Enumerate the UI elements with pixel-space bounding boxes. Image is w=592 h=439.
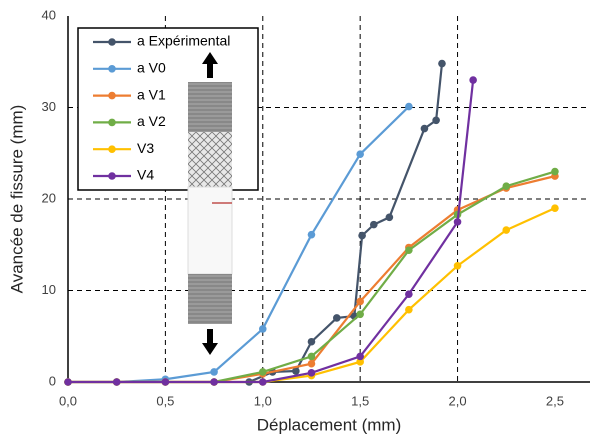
data-point <box>432 116 440 125</box>
data-point <box>356 352 364 361</box>
data-point <box>356 310 364 319</box>
legend-label: V3 <box>137 140 154 156</box>
legend-marker <box>108 91 116 100</box>
series-line <box>68 170 556 384</box>
legend-marker <box>108 145 116 153</box>
data-point <box>502 226 511 234</box>
y-tick-label: 10 <box>42 282 56 297</box>
legend-marker <box>108 172 116 180</box>
data-point <box>307 359 316 368</box>
y-axis-title: Avancée de fissure (mm) <box>7 105 26 294</box>
data-point <box>332 314 341 322</box>
x-tick-label: 1,0 <box>254 393 272 408</box>
data-point <box>161 378 170 386</box>
data-point <box>385 213 394 222</box>
legend-label: V4 <box>137 167 154 183</box>
y-tick-label: 40 <box>42 7 56 22</box>
specimen-illustration <box>187 52 233 355</box>
series-line <box>68 175 556 384</box>
data-point <box>551 204 559 212</box>
legend-marker <box>108 118 116 127</box>
x-tick-label: 2,0 <box>449 393 467 408</box>
legend-label: a V1 <box>137 86 166 102</box>
y-tick-label: 20 <box>42 190 56 205</box>
data-point <box>258 368 267 376</box>
series-line <box>248 63 444 384</box>
data-point <box>358 231 366 240</box>
legend-label: a Expérimental <box>137 33 230 49</box>
data-point <box>210 368 218 376</box>
data-point <box>453 218 462 226</box>
data-point <box>258 378 267 386</box>
data-point <box>307 337 316 346</box>
legend-label: a V0 <box>137 60 166 76</box>
data-point <box>469 76 477 84</box>
series-line <box>68 79 475 384</box>
data-point <box>258 325 267 333</box>
data-point <box>210 378 218 386</box>
x-tick-label: 0,0 <box>59 393 77 408</box>
y-tick-label: 0 <box>49 373 56 388</box>
data-point <box>356 297 364 306</box>
x-tick-label: 2,5 <box>546 393 564 408</box>
data-point <box>502 182 511 190</box>
data-point <box>307 230 316 239</box>
data-point <box>356 358 364 366</box>
data-point <box>405 305 413 314</box>
x-tick-label: 0,5 <box>156 393 174 408</box>
data-point <box>307 369 316 377</box>
y-tick-label: 30 <box>42 99 56 114</box>
data-point <box>369 220 378 229</box>
legend-label: a V2 <box>137 113 166 129</box>
x-tick-label: 1,5 <box>351 393 369 408</box>
data-point <box>438 59 446 68</box>
data-point <box>292 367 300 375</box>
data-point <box>405 102 413 111</box>
data-point <box>64 378 72 386</box>
data-point <box>307 352 316 361</box>
data-point <box>356 150 364 158</box>
data-point <box>405 290 413 298</box>
data-point <box>405 246 413 255</box>
data-point <box>551 167 559 176</box>
legend-marker <box>108 38 116 46</box>
legend-marker <box>108 65 116 73</box>
x-axis-title: Déplacement (mm) <box>257 415 402 434</box>
data-point <box>420 124 429 133</box>
data-point <box>453 261 462 270</box>
data-point <box>112 378 121 386</box>
